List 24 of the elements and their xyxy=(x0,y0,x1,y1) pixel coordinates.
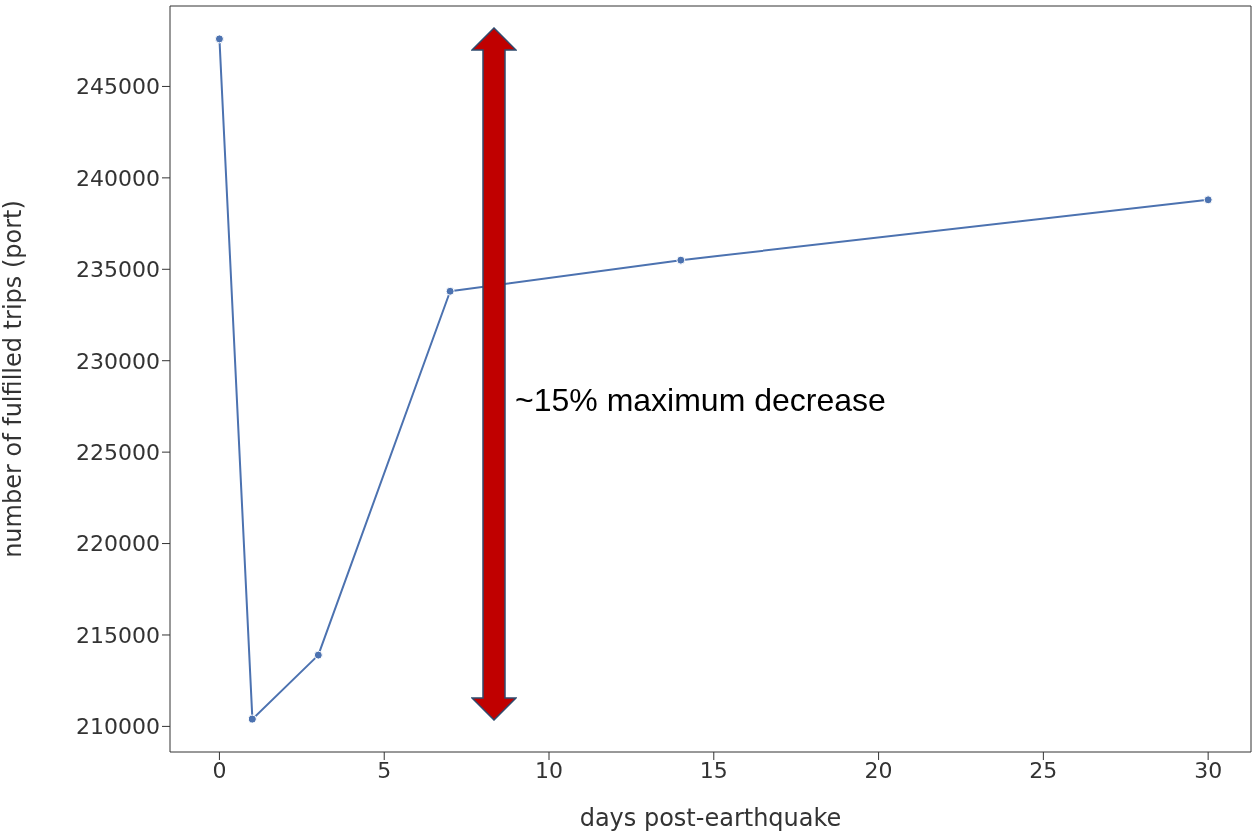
annotation: ~15% maximum decrease xyxy=(515,382,886,419)
x-tick-label: 20 xyxy=(864,757,893,783)
y-tick-label: 220000 xyxy=(76,531,160,557)
x-tick-label: 15 xyxy=(699,757,728,783)
y-tick-label: 225000 xyxy=(76,439,160,465)
x-tick-label: 30 xyxy=(1194,757,1223,783)
point xyxy=(1203,195,1213,205)
x-tick-label: 10 xyxy=(535,757,564,783)
y-tick-label: 235000 xyxy=(76,257,160,283)
point xyxy=(247,714,257,724)
point xyxy=(676,255,686,265)
point xyxy=(214,34,224,44)
x-axis-title: days post-earthquake xyxy=(579,804,842,832)
y-tick-label: 215000 xyxy=(76,622,160,648)
x-tick-label: 0 xyxy=(212,757,227,783)
x-tick-label: 5 xyxy=(377,757,392,783)
x-tick-label: 25 xyxy=(1029,757,1058,783)
y-tick-label: 245000 xyxy=(76,74,160,100)
y-tick-label: 240000 xyxy=(76,165,160,191)
y-axis-title: number of fulfilled trips (port) xyxy=(0,200,27,558)
point xyxy=(445,286,455,296)
y-tick-label: 210000 xyxy=(76,714,160,740)
y-tick-label: 230000 xyxy=(76,348,160,374)
point xyxy=(313,650,323,660)
